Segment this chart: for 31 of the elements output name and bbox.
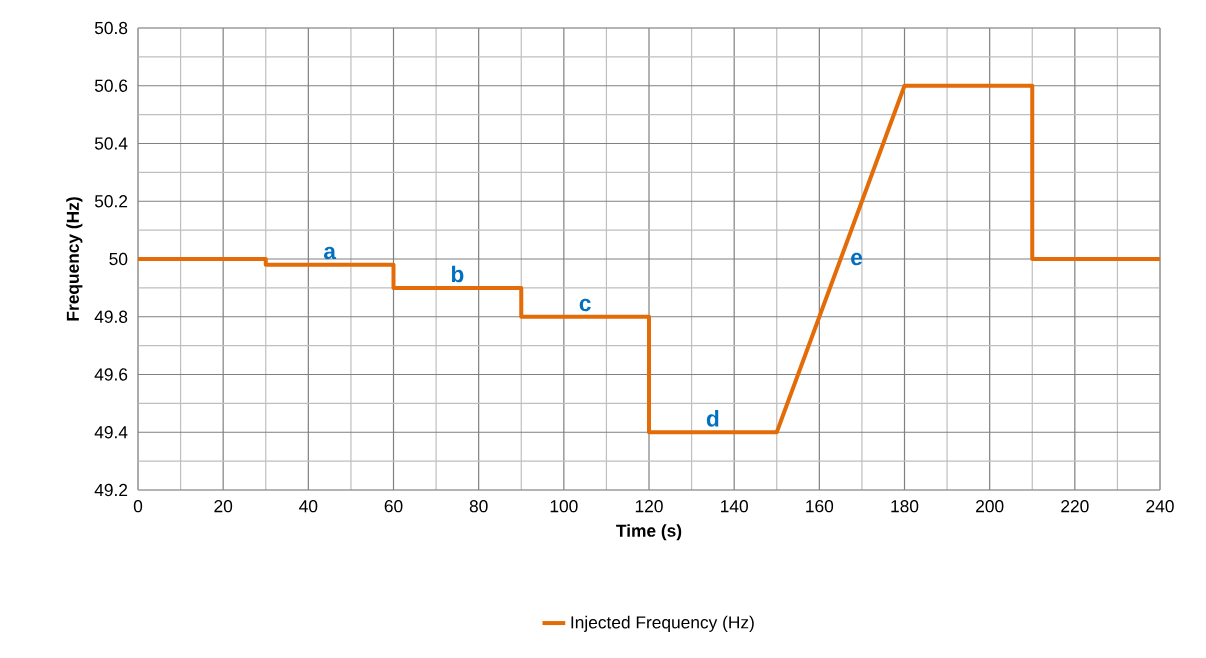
- y-tick-label: 49.8: [94, 310, 128, 323]
- x-axis-title: Time (s): [616, 524, 682, 541]
- y-tick-label: 50.4: [94, 137, 128, 150]
- x-tick-label: 80: [469, 500, 488, 513]
- annotation: e: [851, 252, 863, 266]
- x-tick-label: 180: [891, 500, 919, 513]
- x-tick-label: 240: [1146, 500, 1174, 513]
- y-tick-label: 50.6: [94, 79, 128, 92]
- annotation: b: [451, 265, 464, 283]
- x-tick-label: 0: [133, 500, 143, 513]
- annotation: c: [579, 298, 591, 312]
- x-tick-label: 120: [635, 500, 663, 513]
- annotation: a: [324, 246, 337, 260]
- x-tick-label: 20: [214, 500, 233, 513]
- x-tick-label: 220: [1061, 500, 1089, 513]
- line-series: [138, 83, 1161, 435]
- x-tick-label: 100: [550, 500, 578, 513]
- y-tick-label: 49.6: [94, 368, 128, 381]
- y-tick-label: 50: [109, 252, 128, 266]
- x-tick-label: 60: [384, 500, 403, 513]
- x-tick-label: 140: [721, 500, 748, 513]
- y-tick-label: 49.4: [94, 426, 128, 439]
- y-tick-label: 50.2: [94, 195, 128, 208]
- y-axis-title: Frequency (Hz): [66, 197, 83, 321]
- y-tick-label: 49.2: [94, 483, 128, 497]
- legend-label: Injected Frequency (Hz): [571, 615, 754, 632]
- y-tick-label: 50.8: [94, 21, 128, 35]
- x-tick-label: 160: [806, 500, 834, 513]
- x-tick-label: 40: [299, 500, 318, 513]
- annotation: d: [706, 410, 719, 427]
- x-tick-label: 200: [976, 500, 1004, 513]
